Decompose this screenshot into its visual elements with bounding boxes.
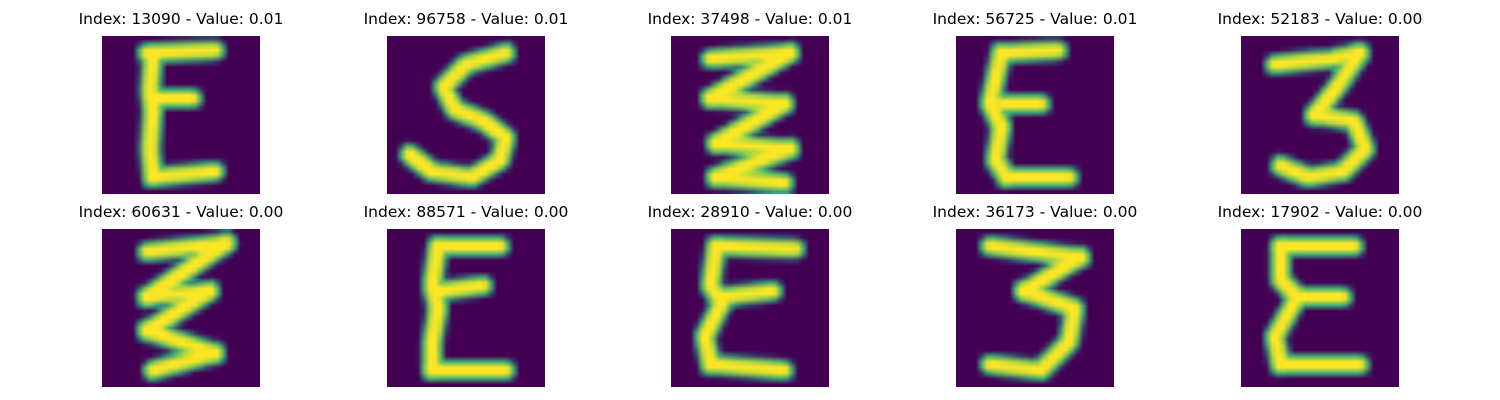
panel-4: Index: 56725 - Value: 0.01	[933, 8, 1137, 194]
panel-title: Index: 52183 - Value: 0.00	[1217, 10, 1423, 28]
panel-title: Index: 17902 - Value: 0.00	[1217, 203, 1423, 221]
panel-2: Index: 96758 - Value: 0.01	[364, 8, 568, 194]
panel-title: Index: 96758 - Value: 0.01	[363, 10, 569, 28]
digit-image	[387, 36, 545, 194]
digit-image	[956, 36, 1114, 194]
digit-image	[671, 36, 829, 194]
panel-title: Index: 13090 - Value: 0.01	[78, 10, 284, 28]
panel-title: Index: 88571 - Value: 0.00	[363, 203, 569, 221]
panel-title: Index: 56725 - Value: 0.01	[932, 10, 1138, 28]
panel-title: Index: 37498 - Value: 0.01	[647, 10, 853, 28]
panel-10: Index: 17902 - Value: 0.00	[1218, 201, 1422, 387]
digit-image	[387, 229, 545, 387]
digit-image	[671, 229, 829, 387]
digit-image	[1241, 36, 1399, 194]
panel-7: Index: 88571 - Value: 0.00	[364, 201, 568, 387]
panel-3: Index: 37498 - Value: 0.01	[648, 8, 852, 194]
digit-image	[102, 229, 260, 387]
panel-title: Index: 36173 - Value: 0.00	[932, 203, 1138, 221]
panel-6: Index: 60631 - Value: 0.00	[79, 201, 283, 387]
panel-title: Index: 60631 - Value: 0.00	[78, 203, 284, 221]
digit-image	[956, 229, 1114, 387]
panel-9: Index: 36173 - Value: 0.00	[933, 201, 1137, 387]
digit-image	[102, 36, 260, 194]
panel-5: Index: 52183 - Value: 0.00	[1218, 8, 1422, 194]
digit-image	[1241, 229, 1399, 387]
panel-title: Index: 28910 - Value: 0.00	[647, 203, 853, 221]
panel-8: Index: 28910 - Value: 0.00	[648, 201, 852, 387]
panel-1: Index: 13090 - Value: 0.01	[79, 8, 283, 194]
